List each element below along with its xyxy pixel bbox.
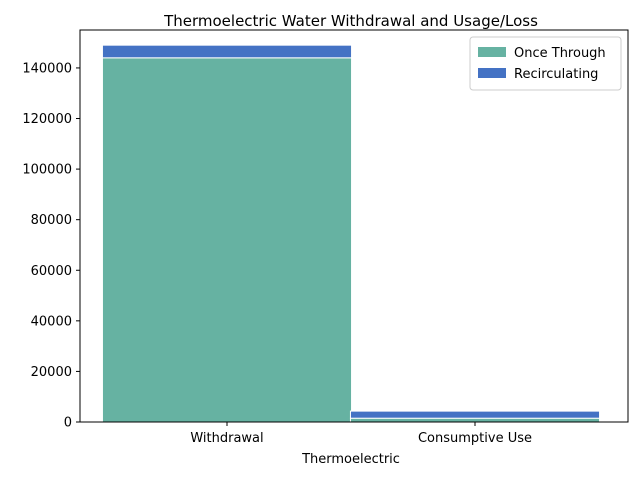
bars-group [101,44,601,423]
y-tick-label: 100000 [22,163,72,178]
y-tick-label: 140000 [22,61,72,76]
x-axis-label: Thermoelectric [301,452,400,467]
y-axis: 0 20000 40000 60000 80000 100000 120000 140000 [22,61,80,431]
x-tick-label: Withdrawal [190,431,263,446]
legend-swatch [478,47,506,57]
plot-frame [79,29,629,423]
bar-recirculating-consumptive-use [349,410,601,419]
y-tick-label: 80000 [31,213,72,228]
bar-once-through-withdrawal [101,57,353,423]
y-tick-label: 60000 [31,264,72,279]
bar-recirculating-withdrawal [101,44,353,59]
chart-title: Thermoelectric Water Withdrawal and Usag… [163,12,538,30]
legend-label: Recirculating [514,67,598,82]
legend-swatch [478,68,506,78]
x-axis: Withdrawal Consumptive Use [190,422,532,446]
y-tick-label: 20000 [31,365,72,380]
y-tick-label: 40000 [31,314,72,329]
legend-box [469,36,622,91]
bar-once-through-consumptive-use [349,417,601,423]
y-tick-label: 120000 [22,112,72,127]
legend-label: Once Through [514,46,606,61]
y-tick-label: 0 [64,416,72,431]
legend: Once Through Recirculating [469,36,622,91]
x-tick-label: Consumptive Use [418,431,532,446]
